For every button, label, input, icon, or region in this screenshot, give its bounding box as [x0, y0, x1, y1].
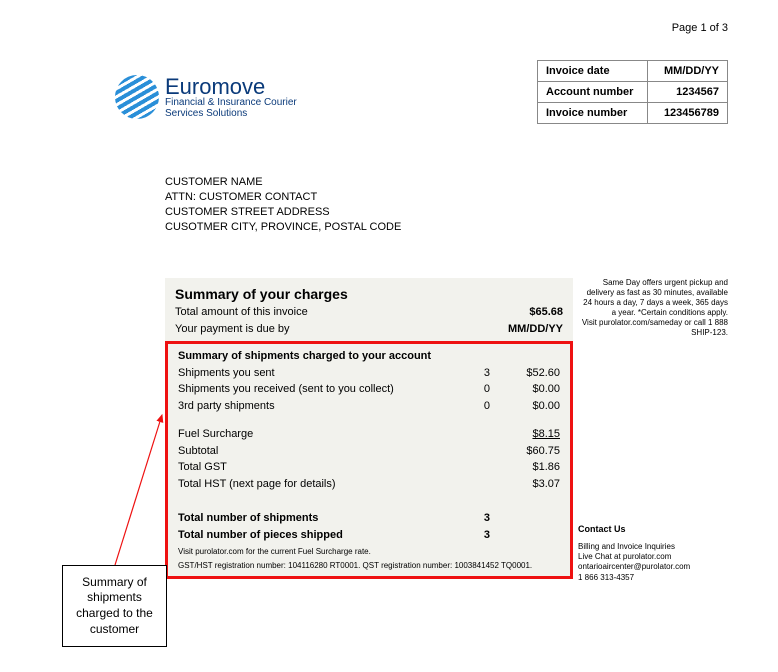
- highlighted-section: Summary of shipments charged to your acc…: [165, 341, 573, 579]
- customer-address: CUSTOMER NAME ATTN: CUSTOMER CONTACT CUS…: [165, 175, 401, 234]
- total-pieces-value: 3: [440, 527, 490, 544]
- header-value: 123456789: [648, 103, 728, 124]
- line-amt: $0.00: [490, 381, 560, 398]
- header-value: 1234567: [648, 82, 728, 103]
- gst-label: Total GST: [178, 459, 490, 476]
- subtotal-label: Subtotal: [178, 443, 490, 460]
- contact-line: Billing and Invoice Inquiries: [578, 542, 728, 552]
- fuel-value: $8.15: [490, 426, 560, 443]
- subtotal-value: $60.75: [490, 443, 560, 460]
- callout-text: Summary of shipments charged to the cust…: [67, 575, 162, 637]
- header-label: Invoice number: [538, 103, 648, 124]
- footnote-2: GST/HST registration number: 104116280 R…: [178, 561, 560, 571]
- due-value: MM/DD/YY: [493, 321, 563, 338]
- hst-value: $3.07: [490, 476, 560, 493]
- logo-mark-icon: [115, 75, 159, 119]
- contact-block: Contact Us Billing and Invoice Inquiries…: [578, 524, 728, 583]
- page-number: Page 1 of 3: [672, 22, 728, 34]
- customer-line: ATTN: CUSTOMER CONTACT: [165, 190, 401, 205]
- contact-line: ontarioaircenter@purolator.com: [578, 562, 728, 572]
- footnote-1: Visit purolator.com for the current Fuel…: [178, 547, 560, 557]
- callout-arrow-icon: [100, 410, 170, 570]
- customer-line: CUSTOMER NAME: [165, 175, 401, 190]
- line-qty: 0: [440, 381, 490, 398]
- gst-value: $1.86: [490, 459, 560, 476]
- line-qty: 3: [440, 365, 490, 382]
- header-value: MM/DD/YY: [648, 61, 728, 82]
- promo-text: Same Day offers urgent pickup and delive…: [578, 278, 728, 338]
- fuel-label: Fuel Surcharge: [178, 426, 490, 443]
- hst-label: Total HST (next page for details): [178, 476, 490, 493]
- due-label: Your payment is due by: [175, 321, 493, 338]
- invoice-header-table: Invoice date MM/DD/YY Account number 123…: [537, 60, 728, 124]
- header-label: Invoice date: [538, 61, 648, 82]
- table-row: Account number 1234567: [538, 82, 728, 103]
- total-amount-value: $65.68: [493, 304, 563, 321]
- contact-line: Live Chat at purolator.com: [578, 552, 728, 562]
- total-amount-label: Total amount of this invoice: [175, 304, 493, 321]
- line-label: Shipments you received (sent to you coll…: [178, 381, 440, 398]
- contact-line: 1 866 313-4357: [578, 573, 728, 583]
- promo-link: Visit purolator.com/sameday or call 1 88…: [582, 318, 728, 337]
- line-label: 3rd party shipments: [178, 398, 440, 415]
- customer-line: CUSTOMER STREET ADDRESS: [165, 205, 401, 220]
- customer-line: CUSOTMER CITY, PROVINCE, POSTAL CODE: [165, 220, 401, 235]
- section-title: Summary of shipments charged to your acc…: [178, 348, 560, 365]
- contact-title: Contact Us: [578, 524, 728, 536]
- callout-annotation: Summary of shipments charged to the cust…: [62, 565, 167, 647]
- total-pieces-label: Total number of pieces shipped: [178, 527, 440, 544]
- line-label: Shipments you sent: [178, 365, 440, 382]
- summary-panel: Summary of your charges Total amount of …: [165, 278, 573, 579]
- line-qty: 0: [440, 398, 490, 415]
- line-amt: $52.60: [490, 365, 560, 382]
- summary-title: Summary of your charges: [175, 286, 563, 302]
- total-shipments-value: 3: [440, 510, 490, 527]
- header-label: Account number: [538, 82, 648, 103]
- line-amt: $0.00: [490, 398, 560, 415]
- table-row: Invoice date MM/DD/YY: [538, 61, 728, 82]
- total-shipments-label: Total number of shipments: [178, 510, 440, 527]
- logo-text: Euromove Financial & Insurance Courier S…: [165, 75, 297, 119]
- logo-name: Euromove: [165, 75, 297, 98]
- logo: Euromove Financial & Insurance Courier S…: [115, 75, 297, 119]
- logo-tagline-2: Services Solutions: [165, 109, 297, 120]
- table-row: Invoice number 123456789: [538, 103, 728, 124]
- promo-body: Same Day offers urgent pickup and delive…: [583, 278, 728, 317]
